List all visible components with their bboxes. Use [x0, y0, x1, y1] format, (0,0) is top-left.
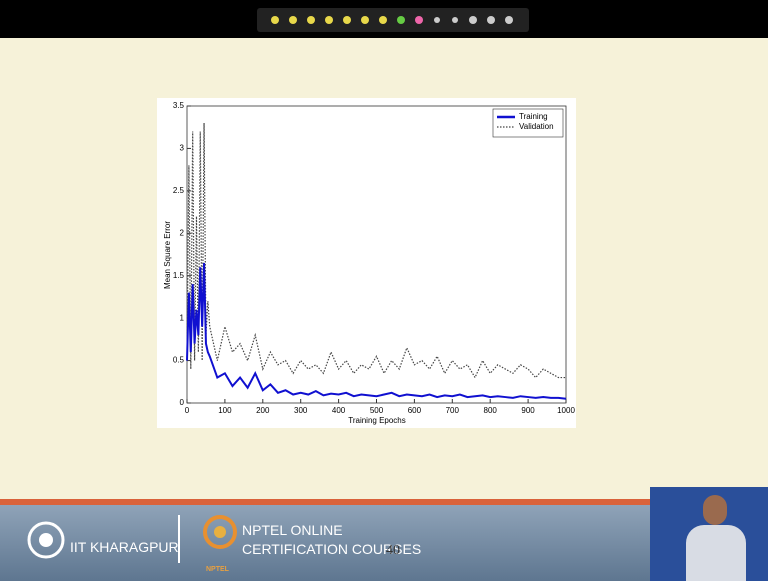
y-tick-label: 1.5: [173, 271, 185, 280]
y-tick-label: 0.5: [173, 356, 185, 365]
x-tick-label: 500: [370, 406, 384, 415]
nptel-logo: [202, 512, 238, 556]
x-tick-label: 0: [185, 406, 190, 415]
y-tick-label: 2: [180, 228, 185, 237]
y-tick-label: 3.5: [173, 101, 185, 110]
x-axis-label: Training Epochs: [348, 416, 406, 425]
x-tick-label: 700: [446, 406, 460, 415]
legend-label: Training: [519, 112, 548, 121]
nptel-logo-text: NPTEL: [206, 566, 229, 573]
plot-area: [187, 106, 566, 403]
footer-divider: [178, 515, 180, 563]
x-tick-label: 400: [332, 406, 346, 415]
x-tick-label: 800: [484, 406, 498, 415]
iit-logo: [26, 515, 66, 565]
slide: Training Epochs Mean Square Error 010020…: [0, 0, 768, 581]
y-tick-label: 0: [180, 398, 185, 407]
presenter-body: [686, 525, 746, 581]
x-tick-label: 300: [294, 406, 308, 415]
y-tick-label: 3: [180, 144, 185, 153]
slide-number: 40: [386, 543, 400, 559]
presenter-video: [650, 487, 768, 581]
y-axis-label: Mean Square Error: [163, 221, 172, 289]
legend-label: Validation: [519, 122, 554, 131]
y-tick-label: 2.5: [173, 186, 185, 195]
institute-name: IIT KHARAGPUR: [70, 539, 179, 555]
y-tick-label: 1: [180, 313, 185, 322]
x-tick-label: 100: [218, 406, 232, 415]
nptel-line-1: NPTEL ONLINE: [242, 522, 343, 538]
x-tick-label: 200: [256, 406, 270, 415]
x-tick-label: 600: [408, 406, 422, 415]
presenter-head: [703, 495, 727, 525]
x-tick-label: 1000: [557, 406, 575, 415]
x-tick-label: 900: [521, 406, 535, 415]
